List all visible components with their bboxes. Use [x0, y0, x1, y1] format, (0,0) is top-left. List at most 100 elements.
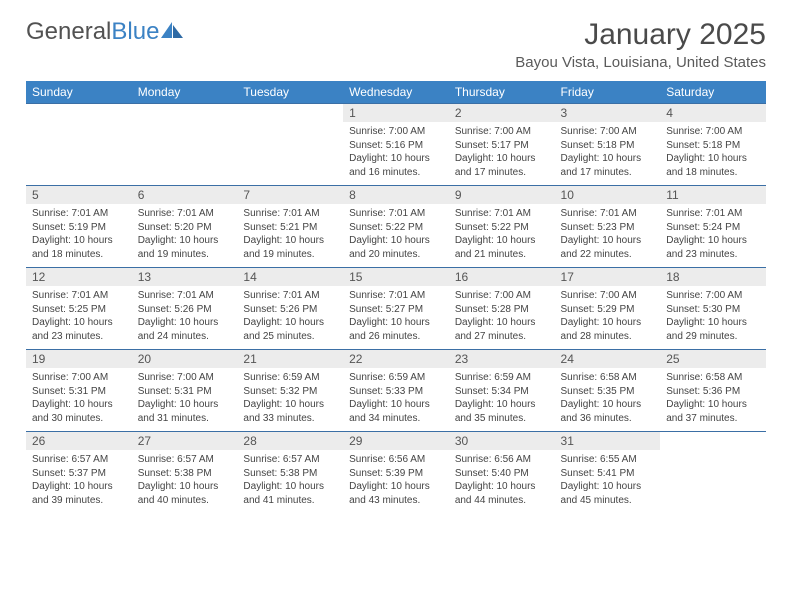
- day-info: Sunrise: 6:57 AMSunset: 5:38 PMDaylight:…: [132, 450, 238, 513]
- day-number: 30: [449, 432, 555, 450]
- daylight-text-1: Daylight: 10 hours: [32, 398, 126, 412]
- day-info: Sunrise: 6:59 AMSunset: 5:33 PMDaylight:…: [343, 368, 449, 431]
- sunset-text: Sunset: 5:31 PM: [138, 385, 232, 399]
- day-number: 1: [343, 104, 449, 122]
- sunrise-text: Sunrise: 7:00 AM: [32, 371, 126, 385]
- calendar-day-cell: 3Sunrise: 7:00 AMSunset: 5:18 PMDaylight…: [555, 104, 661, 186]
- day-number: 8: [343, 186, 449, 204]
- day-number: 29: [343, 432, 449, 450]
- daylight-text-1: Daylight: 10 hours: [349, 480, 443, 494]
- daylight-text-2: and 22 minutes.: [561, 248, 655, 262]
- day-info: Sunrise: 7:01 AMSunset: 5:24 PMDaylight:…: [660, 204, 766, 267]
- daylight-text-1: Daylight: 10 hours: [561, 480, 655, 494]
- daylight-text-2: and 21 minutes.: [455, 248, 549, 262]
- daylight-text-1: Daylight: 10 hours: [32, 316, 126, 330]
- sunset-text: Sunset: 5:19 PM: [32, 221, 126, 235]
- calendar-day-cell: ..: [237, 104, 343, 186]
- daylight-text-2: and 20 minutes.: [349, 248, 443, 262]
- sunrise-text: Sunrise: 6:56 AM: [455, 453, 549, 467]
- sunset-text: Sunset: 5:38 PM: [138, 467, 232, 481]
- daylight-text-1: Daylight: 10 hours: [349, 234, 443, 248]
- daylight-text-1: Daylight: 10 hours: [666, 398, 760, 412]
- sunset-text: Sunset: 5:26 PM: [243, 303, 337, 317]
- sunset-text: Sunset: 5:41 PM: [561, 467, 655, 481]
- day-number: 4: [660, 104, 766, 122]
- sunset-text: Sunset: 5:29 PM: [561, 303, 655, 317]
- day-number: 16: [449, 268, 555, 286]
- calendar-table: SundayMondayTuesdayWednesdayThursdayFrid…: [26, 81, 766, 513]
- sunset-text: Sunset: 5:34 PM: [455, 385, 549, 399]
- daylight-text-2: and 45 minutes.: [561, 494, 655, 508]
- day-info: Sunrise: 7:01 AMSunset: 5:27 PMDaylight:…: [343, 286, 449, 349]
- calendar-day-cell: 14Sunrise: 7:01 AMSunset: 5:26 PMDayligh…: [237, 268, 343, 350]
- sunrise-text: Sunrise: 6:56 AM: [349, 453, 443, 467]
- day-info: Sunrise: 6:55 AMSunset: 5:41 PMDaylight:…: [555, 450, 661, 513]
- sunset-text: Sunset: 5:33 PM: [349, 385, 443, 399]
- daylight-text-2: and 24 minutes.: [138, 330, 232, 344]
- daylight-text-1: Daylight: 10 hours: [243, 480, 337, 494]
- calendar-day-cell: 4Sunrise: 7:00 AMSunset: 5:18 PMDaylight…: [660, 104, 766, 186]
- weekday-header: Thursday: [449, 81, 555, 104]
- daylight-text-1: Daylight: 10 hours: [138, 398, 232, 412]
- sunrise-text: Sunrise: 7:00 AM: [561, 289, 655, 303]
- sunset-text: Sunset: 5:27 PM: [349, 303, 443, 317]
- sunrise-text: Sunrise: 7:01 AM: [138, 289, 232, 303]
- day-info: Sunrise: 7:00 AMSunset: 5:17 PMDaylight:…: [449, 122, 555, 185]
- location-subtitle: Bayou Vista, Louisiana, United States: [515, 54, 766, 71]
- day-number: 12: [26, 268, 132, 286]
- day-info: Sunrise: 7:00 AMSunset: 5:18 PMDaylight:…: [555, 122, 661, 185]
- daylight-text-2: and 43 minutes.: [349, 494, 443, 508]
- daylight-text-1: Daylight: 10 hours: [666, 234, 760, 248]
- calendar-day-cell: 19Sunrise: 7:00 AMSunset: 5:31 PMDayligh…: [26, 350, 132, 432]
- sunrise-text: Sunrise: 6:57 AM: [138, 453, 232, 467]
- calendar-day-cell: 1 Sunrise: 7:00 AMSunset: 5:16 PMDaylight…: [343, 104, 449, 186]
- page-title: January 2025: [515, 18, 766, 52]
- sunset-text: Sunset: 5:38 PM: [243, 467, 337, 481]
- sunset-text: Sunset: 5:22 PM: [349, 221, 443, 235]
- sunrise-text: Sunrise: 7:00 AM: [455, 289, 549, 303]
- day-number: 18: [660, 268, 766, 286]
- sunset-text: Sunset: 5:20 PM: [138, 221, 232, 235]
- sunrise-text: Sunrise: 7:01 AM: [666, 207, 760, 221]
- sunrise-text: Sunrise: 6:59 AM: [455, 371, 549, 385]
- calendar-day-cell: ..: [132, 104, 238, 186]
- daylight-text-1: Daylight: 10 hours: [561, 234, 655, 248]
- day-info: Sunrise: 6:57 AMSunset: 5:38 PMDaylight:…: [237, 450, 343, 513]
- daylight-text-2: and 18 minutes.: [666, 166, 760, 180]
- daylight-text-2: and 29 minutes.: [666, 330, 760, 344]
- day-info: Sunrise: 6:58 AMSunset: 5:36 PMDaylight:…: [660, 368, 766, 431]
- daylight-text-2: and 40 minutes.: [138, 494, 232, 508]
- sunrise-text: Sunrise: 7:00 AM: [455, 125, 549, 139]
- daylight-text-2: and 44 minutes.: [455, 494, 549, 508]
- calendar-day-cell: 10Sunrise: 7:01 AMSunset: 5:23 PMDayligh…: [555, 186, 661, 268]
- calendar-day-cell: 12Sunrise: 7:01 AMSunset: 5:25 PMDayligh…: [26, 268, 132, 350]
- sunrise-text: Sunrise: 7:00 AM: [349, 125, 443, 139]
- sunrise-text: Sunrise: 7:01 AM: [561, 207, 655, 221]
- daylight-text-2: and 31 minutes.: [138, 412, 232, 426]
- sunset-text: Sunset: 5:36 PM: [666, 385, 760, 399]
- daylight-text-2: and 35 minutes.: [455, 412, 549, 426]
- sunrise-text: Sunrise: 7:00 AM: [666, 125, 760, 139]
- calendar-day-cell: 9Sunrise: 7:01 AMSunset: 5:22 PMDaylight…: [449, 186, 555, 268]
- calendar-day-cell: 25Sunrise: 6:58 AMSunset: 5:36 PMDayligh…: [660, 350, 766, 432]
- sunset-text: Sunset: 5:24 PM: [666, 221, 760, 235]
- sunset-text: Sunset: 5:16 PM: [349, 139, 443, 153]
- day-info: Sunrise: 7:01 AMSunset: 5:20 PMDaylight:…: [132, 204, 238, 267]
- sunset-text: Sunset: 5:17 PM: [455, 139, 549, 153]
- sunset-text: Sunset: 5:37 PM: [32, 467, 126, 481]
- day-number: 22: [343, 350, 449, 368]
- calendar-week-row: 12Sunrise: 7:01 AMSunset: 5:25 PMDayligh…: [26, 268, 766, 350]
- daylight-text-1: Daylight: 10 hours: [349, 316, 443, 330]
- daylight-text-1: Daylight: 10 hours: [349, 152, 443, 166]
- day-info: Sunrise: 7:01 AMSunset: 5:19 PMDaylight:…: [26, 204, 132, 267]
- calendar-day-cell: 31Sunrise: 6:55 AMSunset: 5:41 PMDayligh…: [555, 432, 661, 514]
- sunrise-text: Sunrise: 7:01 AM: [138, 207, 232, 221]
- day-info: Sunrise: 7:01 AMSunset: 5:22 PMDaylight:…: [449, 204, 555, 267]
- calendar-day-cell: 18Sunrise: 7:00 AMSunset: 5:30 PMDayligh…: [660, 268, 766, 350]
- day-info: Sunrise: 6:57 AMSunset: 5:37 PMDaylight:…: [26, 450, 132, 513]
- sunrise-text: Sunrise: 7:01 AM: [349, 207, 443, 221]
- sunrise-text: Sunrise: 7:01 AM: [455, 207, 549, 221]
- calendar-body: ......1Sunrise: 7:00 AMSunset: 5:16 PMDa…: [26, 104, 766, 514]
- sunset-text: Sunset: 5:22 PM: [455, 221, 549, 235]
- sunrise-text: Sunrise: 7:01 AM: [349, 289, 443, 303]
